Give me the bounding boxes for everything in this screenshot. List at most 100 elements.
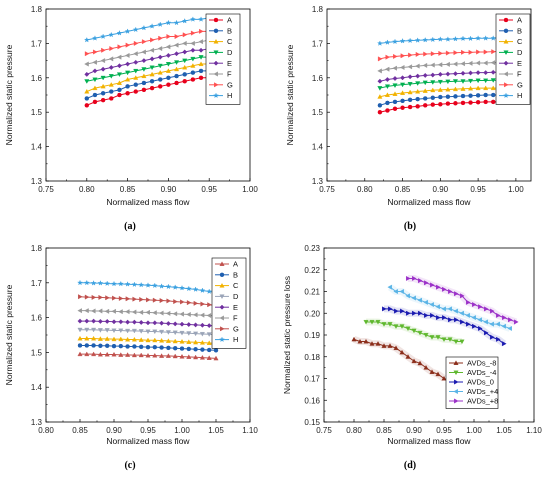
x-tick-label: 0.75	[38, 185, 54, 194]
data-point	[104, 308, 110, 314]
data-point	[149, 79, 155, 84]
data-point	[489, 321, 494, 327]
data-point	[77, 351, 83, 357]
data-point	[475, 35, 481, 41]
data-point	[200, 301, 206, 307]
data-point	[384, 66, 390, 72]
legend-entry: H	[517, 91, 522, 100]
data-point	[125, 70, 131, 76]
x-tick-label: 0.75	[319, 185, 335, 194]
series-A	[77, 351, 219, 361]
data-point	[384, 77, 390, 83]
data-point	[445, 79, 451, 85]
legend-marker	[503, 92, 509, 99]
data-point	[165, 321, 171, 326]
data-point	[382, 306, 387, 312]
data-point	[375, 319, 381, 325]
data-point	[77, 318, 83, 324]
data-point	[186, 311, 191, 318]
series-B	[84, 68, 212, 101]
data-point	[159, 345, 164, 350]
legend-entry: E	[227, 59, 232, 68]
data-point	[108, 64, 114, 70]
data-point	[172, 330, 178, 336]
data-point	[141, 24, 147, 31]
series-line	[86, 30, 210, 55]
data-point	[84, 318, 90, 324]
data-point	[149, 65, 155, 71]
data-point	[198, 39, 203, 45]
data-point	[190, 77, 196, 82]
data-point	[118, 319, 124, 325]
series-line	[86, 17, 210, 41]
data-point	[179, 321, 185, 327]
data-point	[400, 90, 406, 95]
data-point	[442, 315, 447, 321]
data-point	[422, 62, 428, 68]
data-point	[377, 103, 383, 108]
data-point	[179, 346, 185, 351]
x-tick-label: 1.00	[466, 426, 482, 435]
data-point	[92, 35, 98, 41]
data-point	[460, 79, 466, 84]
data-point	[445, 36, 451, 42]
data-point	[411, 295, 416, 301]
data-point	[108, 31, 115, 38]
y-tick-label: 0.22	[304, 266, 320, 275]
data-point	[384, 84, 390, 90]
data-point	[150, 37, 155, 43]
y-tick-label: 1.5	[312, 108, 324, 117]
data-point	[435, 371, 441, 377]
x-tick-label: 0.95	[201, 185, 217, 194]
data-point	[392, 106, 398, 111]
data-point	[490, 85, 496, 91]
series-F	[84, 37, 212, 67]
data-point	[112, 295, 117, 301]
data-point	[484, 330, 489, 336]
data-point	[453, 339, 459, 345]
chart-panel-4: 0.75 0.80 0.85 0.90 0.95 1.00 1.05 1.10 0.15 0.16…	[282, 244, 542, 471]
data-point	[415, 88, 421, 94]
data-point	[198, 61, 204, 66]
data-point	[125, 352, 131, 357]
data-point	[182, 79, 187, 84]
data-point	[158, 283, 165, 289]
data-point	[109, 46, 114, 52]
series-AVDs_+8	[406, 274, 519, 326]
data-point	[477, 317, 482, 323]
data-point	[453, 94, 458, 99]
y-tick-label: 1.4	[31, 383, 43, 392]
data-point	[377, 40, 383, 46]
data-point	[206, 312, 212, 319]
data-point	[491, 49, 496, 55]
series-line	[86, 70, 210, 99]
legend-entry: B	[227, 26, 232, 35]
data-point	[435, 304, 440, 310]
data-point	[407, 74, 413, 80]
data-point	[351, 336, 357, 342]
data-point	[165, 330, 171, 335]
x-tick-label: 0.85	[376, 426, 392, 435]
data-point	[141, 80, 147, 86]
data-point	[453, 50, 459, 56]
data-point	[478, 325, 483, 332]
data-point	[445, 50, 451, 56]
panel-label: (c)	[124, 460, 135, 471]
y-tick-label: 1.8	[31, 244, 43, 253]
data-point	[93, 49, 98, 55]
data-point	[483, 85, 489, 91]
data-point	[92, 77, 98, 83]
data-point	[381, 322, 387, 327]
data-point	[387, 284, 392, 290]
legend-marker	[214, 82, 219, 88]
data-point	[118, 309, 123, 315]
data-point	[141, 58, 147, 64]
data-point	[97, 318, 103, 324]
y-tick-label: 1.3	[31, 177, 43, 186]
data-point	[475, 78, 481, 84]
data-point	[84, 103, 90, 108]
data-point	[111, 343, 117, 349]
data-point	[484, 306, 489, 312]
y-tick-label: 0.18	[304, 353, 320, 362]
data-point	[411, 358, 417, 364]
